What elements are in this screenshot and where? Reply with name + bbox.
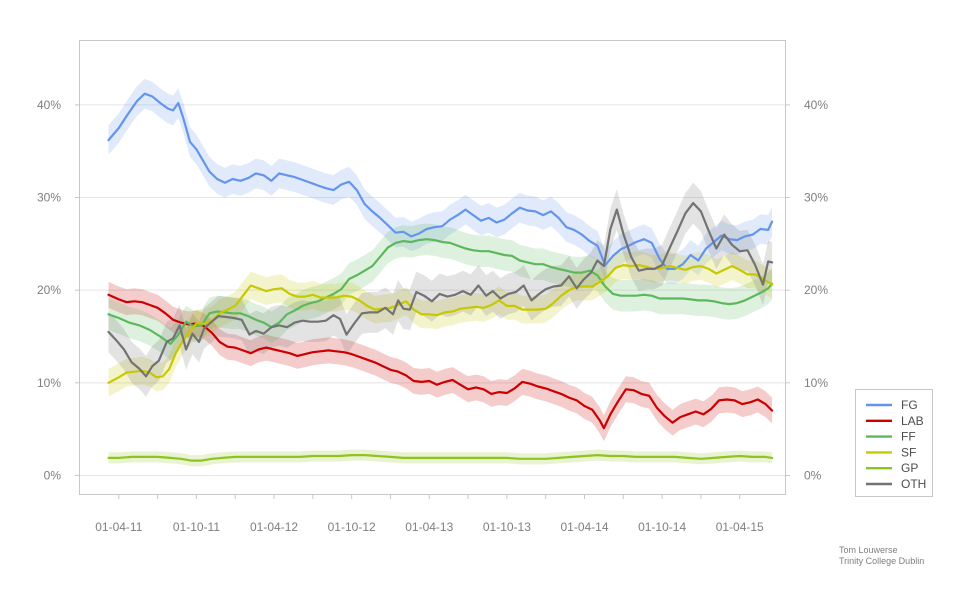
x-tick-label: 01-04-11: [95, 520, 142, 534]
x-tick-label: 01-10-11: [173, 520, 220, 534]
series-lines: [107, 92, 774, 462]
x-tick-label: 01-04-12: [250, 520, 298, 534]
y-axis-left: 0% 10% 20% 30% 40%: [37, 98, 80, 482]
y-tick-label-right: 20%: [804, 283, 828, 297]
y-tick-label: 10%: [37, 376, 61, 390]
band-lab: [108, 281, 773, 442]
line-ff: [107, 238, 774, 345]
line-oth: [107, 202, 774, 378]
legend-label-oth: OTH: [901, 477, 926, 491]
legend-box: [855, 389, 933, 497]
y-axis-right: 0% 10% 20% 30% 40%: [785, 98, 828, 482]
y-tick-label: 40%: [37, 98, 61, 112]
y-tick-label-right: 0%: [804, 468, 822, 482]
credit-author: Tom Louwerse: [839, 545, 898, 555]
legend-label-gp: GP: [901, 461, 918, 475]
y-tick-label: 20%: [37, 283, 61, 297]
legend-label-sf: SF: [901, 445, 916, 459]
y-tick-label-right: 10%: [804, 376, 828, 390]
y-tick-label-right: 40%: [804, 98, 828, 112]
legend-label-lab: LAB: [901, 414, 924, 428]
y-tick-label: 30%: [37, 191, 61, 205]
x-tick-label: 01-10-13: [483, 520, 531, 534]
x-tick-label: 01-04-13: [405, 520, 453, 534]
x-tick-label: 01-04-14: [560, 520, 608, 534]
x-axis: 01-04-11 01-10-11 01-04-12 01-10-12 01-04-13…: [95, 494, 764, 534]
credit-institution: Trinity College Dublin: [839, 556, 925, 566]
x-tick-label: 01-10-12: [328, 520, 376, 534]
line-lab: [107, 293, 774, 430]
line-gp: [107, 454, 774, 462]
band-oth: [108, 182, 773, 397]
x-tick-label: 01-04-15: [716, 520, 764, 534]
legend-label-ff: FF: [901, 430, 916, 444]
legend-label-fg: FG: [901, 398, 918, 412]
y-tick-label: 0%: [44, 468, 62, 482]
y-tick-label-right: 30%: [804, 191, 828, 205]
x-tick-label: 01-10-14: [638, 520, 686, 534]
